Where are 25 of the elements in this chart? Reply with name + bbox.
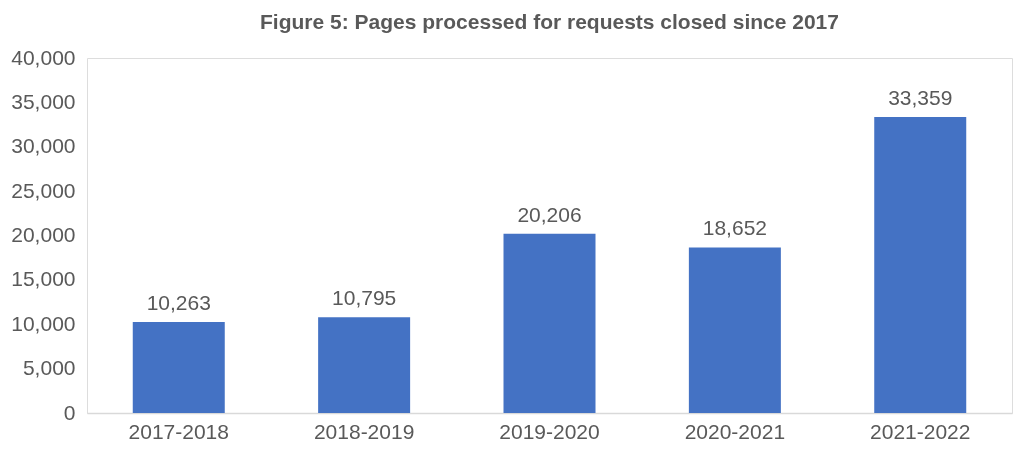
y-tick-label: 0	[63, 400, 76, 424]
bar	[688, 247, 781, 413]
y-tick-label: 25,000	[11, 178, 76, 202]
y-tick-label: 20,000	[11, 223, 76, 246]
bar	[503, 233, 596, 413]
data-label: 10,263	[146, 290, 211, 314]
bar	[318, 317, 411, 413]
data-label: 20,206	[517, 202, 582, 226]
x-tick-label: 2017-2018	[128, 419, 229, 443]
y-tick-label: 5,000	[22, 356, 76, 380]
data-label: 18,652	[702, 216, 767, 240]
y-tick-label: 30,000	[11, 134, 76, 158]
x-tick-label: 2021-2022	[870, 419, 971, 443]
y-tick-label: 10,000	[11, 311, 76, 335]
x-tick-label: 2018-2019	[313, 419, 415, 443]
y-tick-label: 15,000	[11, 267, 76, 291]
data-label: 33,359	[888, 85, 953, 109]
bar	[132, 321, 225, 413]
y-tick-label: 40,000	[11, 45, 76, 69]
bar	[874, 116, 967, 413]
chart-title: Figure 5: Pages processed for requests closed since 2017	[260, 10, 839, 33]
y-tick-label: 35,000	[11, 89, 76, 113]
x-tick-label: 2020-2021	[684, 419, 786, 443]
x-tick-label: 2019-2020	[499, 419, 600, 443]
data-label: 10,795	[332, 286, 397, 310]
